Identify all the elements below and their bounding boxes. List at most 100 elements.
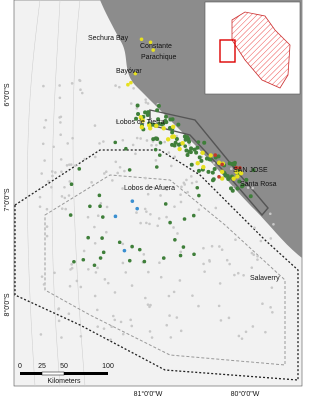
observation-point — [220, 248, 224, 252]
observation-point — [229, 167, 233, 171]
longitude-label: 80°0'0"W — [231, 390, 260, 398]
observation-point — [156, 117, 161, 122]
observation-point — [238, 166, 242, 170]
observation-point — [234, 169, 239, 175]
observation-point — [111, 179, 114, 182]
observation-point — [86, 235, 90, 240]
observation-point — [208, 258, 211, 262]
observation-point — [109, 338, 112, 341]
observation-point — [179, 329, 183, 333]
observation-point — [153, 186, 157, 190]
observation-point — [42, 283, 46, 286]
observation-point — [68, 180, 72, 183]
observation-point — [139, 124, 145, 130]
observation-point — [90, 181, 93, 184]
observation-point — [154, 123, 159, 129]
observation-point — [130, 244, 134, 249]
observation-point — [136, 111, 141, 116]
observation-point — [66, 142, 70, 145]
observation-point — [163, 140, 167, 144]
observation-point — [139, 221, 142, 225]
observation-point — [176, 232, 179, 235]
observation-point — [129, 102, 133, 105]
observation-point — [147, 270, 150, 274]
observation-point — [217, 304, 221, 308]
observation-point — [179, 193, 182, 196]
observation-point — [197, 304, 200, 308]
observation-point — [177, 146, 182, 152]
observation-point — [157, 153, 162, 157]
observation-point — [185, 135, 190, 140]
observation-point — [50, 185, 53, 189]
observation-point — [170, 130, 175, 135]
scale-tick: 50 — [60, 363, 68, 370]
observation-point — [98, 204, 102, 209]
observation-point — [158, 140, 163, 145]
inset-map — [204, 1, 301, 95]
observation-point — [149, 303, 152, 307]
observation-point — [204, 156, 209, 161]
observation-point — [225, 174, 230, 179]
observation-point — [134, 152, 137, 156]
observation-point — [135, 136, 139, 140]
place-label: Lobos de Afuera — [124, 185, 175, 192]
observation-point — [200, 150, 205, 156]
observation-point — [186, 190, 189, 194]
observation-point — [149, 119, 153, 123]
observation-point — [225, 258, 229, 262]
observation-point — [217, 174, 221, 179]
observation-point — [149, 213, 152, 216]
observation-point — [86, 215, 90, 219]
observation-point — [102, 327, 106, 330]
observation-point — [94, 271, 98, 274]
observation-point — [53, 271, 56, 275]
observation-point — [121, 261, 125, 265]
observation-point — [60, 207, 64, 210]
observation-point — [180, 185, 183, 189]
observation-point — [130, 324, 134, 328]
observation-point — [144, 296, 147, 300]
observation-point — [231, 176, 236, 181]
observation-point — [127, 258, 132, 263]
observation-point — [178, 279, 182, 282]
observation-point — [250, 251, 254, 255]
observation-point — [93, 294, 97, 298]
observation-point — [126, 82, 130, 87]
observation-point — [159, 194, 162, 197]
observation-point — [234, 165, 239, 170]
observation-point — [38, 205, 42, 208]
inner-area — [44, 174, 286, 366]
observation-point — [206, 169, 211, 174]
observation-point — [96, 214, 100, 217]
observation-point — [210, 178, 215, 183]
observation-point — [228, 186, 233, 191]
observation-point — [235, 186, 240, 191]
observation-point — [67, 163, 71, 166]
observation-point — [187, 139, 192, 144]
observation-point — [124, 146, 128, 151]
observation-point — [153, 147, 158, 152]
observation-point — [69, 163, 73, 166]
observation-point — [195, 180, 198, 184]
observation-point — [63, 185, 66, 189]
observation-point — [270, 286, 274, 289]
observation-point — [104, 170, 108, 173]
observation-point — [58, 96, 62, 100]
observation-point — [103, 172, 106, 175]
observation-point — [145, 139, 149, 142]
observation-point — [133, 71, 138, 76]
observation-point — [161, 126, 166, 131]
observation-point — [208, 153, 213, 158]
observation-point — [244, 330, 248, 334]
observation-point — [196, 140, 201, 144]
observation-point — [42, 84, 45, 88]
observation-point — [218, 245, 221, 248]
place-label: Constante — [140, 43, 172, 50]
observation-point — [106, 281, 110, 285]
inset-locator — [219, 39, 236, 63]
observation-point — [192, 147, 197, 152]
observation-point — [135, 211, 138, 214]
observation-point — [165, 137, 171, 142]
observation-point — [216, 160, 222, 165]
observation-point — [244, 177, 249, 182]
